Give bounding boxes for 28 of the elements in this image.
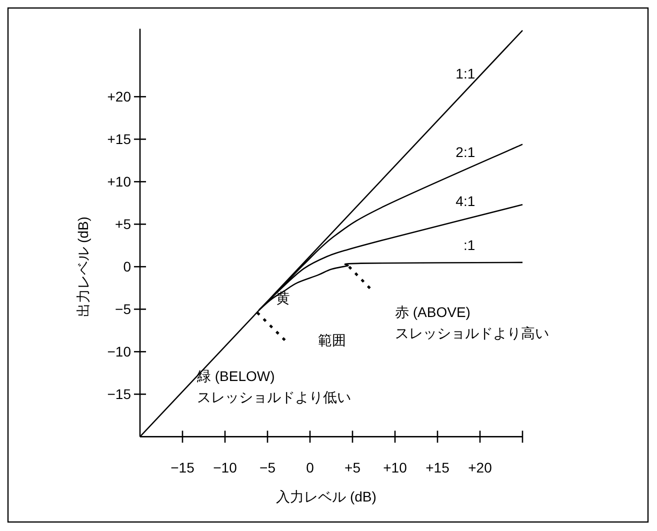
x-tick-label: +20 xyxy=(468,460,492,476)
y-tick-label: +5 xyxy=(115,216,132,232)
x-tick-label: −5 xyxy=(260,460,276,476)
annotation: 緑 (BELOW) xyxy=(196,368,275,384)
x-tick-label: 0 xyxy=(306,460,314,476)
y-tick-label: +20 xyxy=(107,88,132,105)
x-tick-label: −15 xyxy=(170,460,195,476)
x-tick-label: +10 xyxy=(383,460,408,476)
annotation: スレッショルドより低い xyxy=(197,389,351,405)
series-label: :1 xyxy=(463,236,476,253)
annotation: 黄 xyxy=(276,290,290,306)
series-label: 1:1 xyxy=(456,65,476,82)
y-tick-label: −5 xyxy=(115,301,132,318)
y-tick-label: +15 xyxy=(107,131,132,148)
x-tick-label: +15 xyxy=(426,460,450,476)
y-tick-label: −15 xyxy=(107,386,132,402)
x-tick-label: −10 xyxy=(213,460,238,476)
series-label: 4:1 xyxy=(456,193,476,210)
annotation: 範囲 xyxy=(318,332,346,348)
annotation: スレッショルドより高い xyxy=(395,325,549,341)
y-tick-label: 0 xyxy=(123,258,132,275)
y-tick-label: +10 xyxy=(107,174,132,190)
annotation: 赤 (ABOVE) xyxy=(395,304,470,320)
y-axis-title: 出力レベル (dB) xyxy=(75,216,91,317)
x-tick-label: +5 xyxy=(344,460,361,476)
y-tick-label: −10 xyxy=(107,344,132,360)
series-label: 2:1 xyxy=(456,144,476,160)
x-axis-title: 入力レベル (dB) xyxy=(276,488,376,505)
